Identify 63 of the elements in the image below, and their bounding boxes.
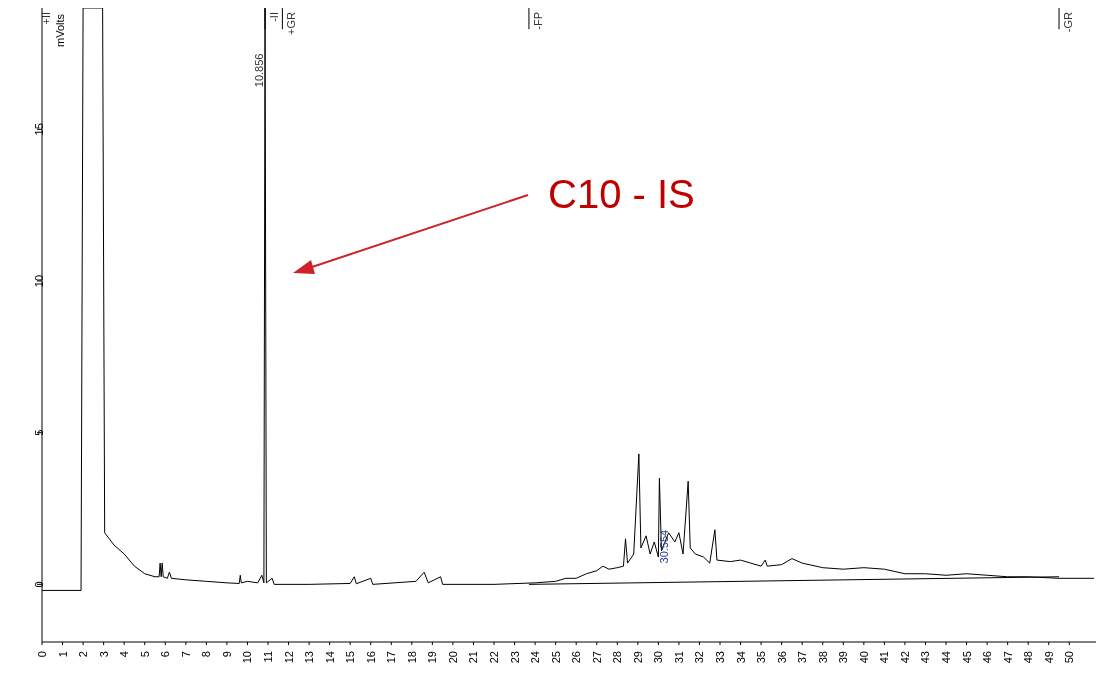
x-tick-label: 4 [118, 651, 131, 658]
x-tick-label: 7 [179, 651, 192, 658]
x-tick-label: 28 [611, 651, 624, 664]
annotation: 30.554 [657, 529, 670, 564]
annotation: +II [40, 12, 52, 25]
x-tick-label: 20 [446, 651, 459, 664]
ref-line-label: +GR [285, 11, 298, 35]
x-tick-label: 5 [138, 651, 151, 658]
x-tick-label: 33 [714, 651, 727, 664]
x-tick-label: 32 [693, 651, 706, 664]
x-tick-label: 18 [405, 651, 418, 664]
x-tick-label: 15 [344, 651, 357, 664]
x-tick-label: 12 [282, 651, 295, 664]
x-tick-label: 22 [488, 651, 501, 664]
x-tick-label: 30 [652, 651, 665, 664]
x-tick-label: 11 [262, 651, 274, 663]
x-tick-label: 45 [960, 651, 973, 664]
x-tick-label: 13 [303, 651, 316, 664]
x-tick-label: 35 [755, 651, 768, 664]
x-tick-label: 2 [77, 651, 90, 658]
annotation: C10 - IS [548, 172, 695, 216]
x-tick-label: 16 [364, 651, 377, 664]
x-tick-label: 46 [981, 651, 994, 664]
x-tick-label: 19 [426, 651, 439, 664]
x-tick-label: 38 [816, 651, 829, 664]
x-tick-label: 31 [672, 651, 685, 664]
x-tick-label: 25 [549, 651, 562, 664]
x-tick-label: 24 [529, 651, 542, 664]
ref-line-label: -FP [531, 12, 544, 30]
x-tick-label: 27 [590, 651, 603, 664]
x-tick-label: 3 [97, 651, 110, 658]
annotation: 10.856 [253, 53, 266, 88]
x-tick-label: 48 [1022, 651, 1035, 664]
x-tick-label: 49 [1042, 651, 1055, 664]
x-tick-label: 8 [200, 651, 213, 658]
x-tick-label: 9 [220, 651, 233, 658]
x-tick-label: 43 [919, 651, 932, 664]
x-tick-label: 1 [56, 651, 69, 658]
x-tick-label: 23 [508, 651, 521, 664]
x-tick-label: 42 [898, 651, 911, 664]
x-tick-label: 34 [734, 651, 747, 664]
y-tick-label: 5 [33, 429, 45, 436]
ref-line-label: -II [268, 12, 281, 22]
x-tick-label: 40 [857, 651, 870, 664]
x-tick-label: 10 [241, 651, 254, 664]
x-tick-label: 6 [159, 651, 172, 658]
x-tick-label: 44 [940, 651, 953, 664]
x-tick-label: 36 [775, 651, 788, 664]
x-tick-label: 17 [385, 651, 398, 664]
x-tick-label: 14 [323, 651, 336, 664]
y-tick-label: 10 [33, 274, 45, 288]
x-tick-label: 39 [837, 651, 850, 664]
x-tick-label: 26 [570, 651, 583, 664]
ref-line-label: -GR [1062, 11, 1075, 33]
y-tick-label: 15 [33, 123, 45, 136]
x-tick-label: 50 [1063, 651, 1076, 664]
x-tick-label: 37 [796, 651, 809, 664]
y-tick-label: 0 [33, 581, 45, 588]
y-axis-title: mVolts [54, 13, 66, 48]
x-tick-label: 41 [878, 651, 891, 664]
x-tick-label: 21 [467, 651, 480, 664]
x-tick-label: 47 [1001, 651, 1014, 664]
x-tick-label: 29 [631, 651, 644, 664]
